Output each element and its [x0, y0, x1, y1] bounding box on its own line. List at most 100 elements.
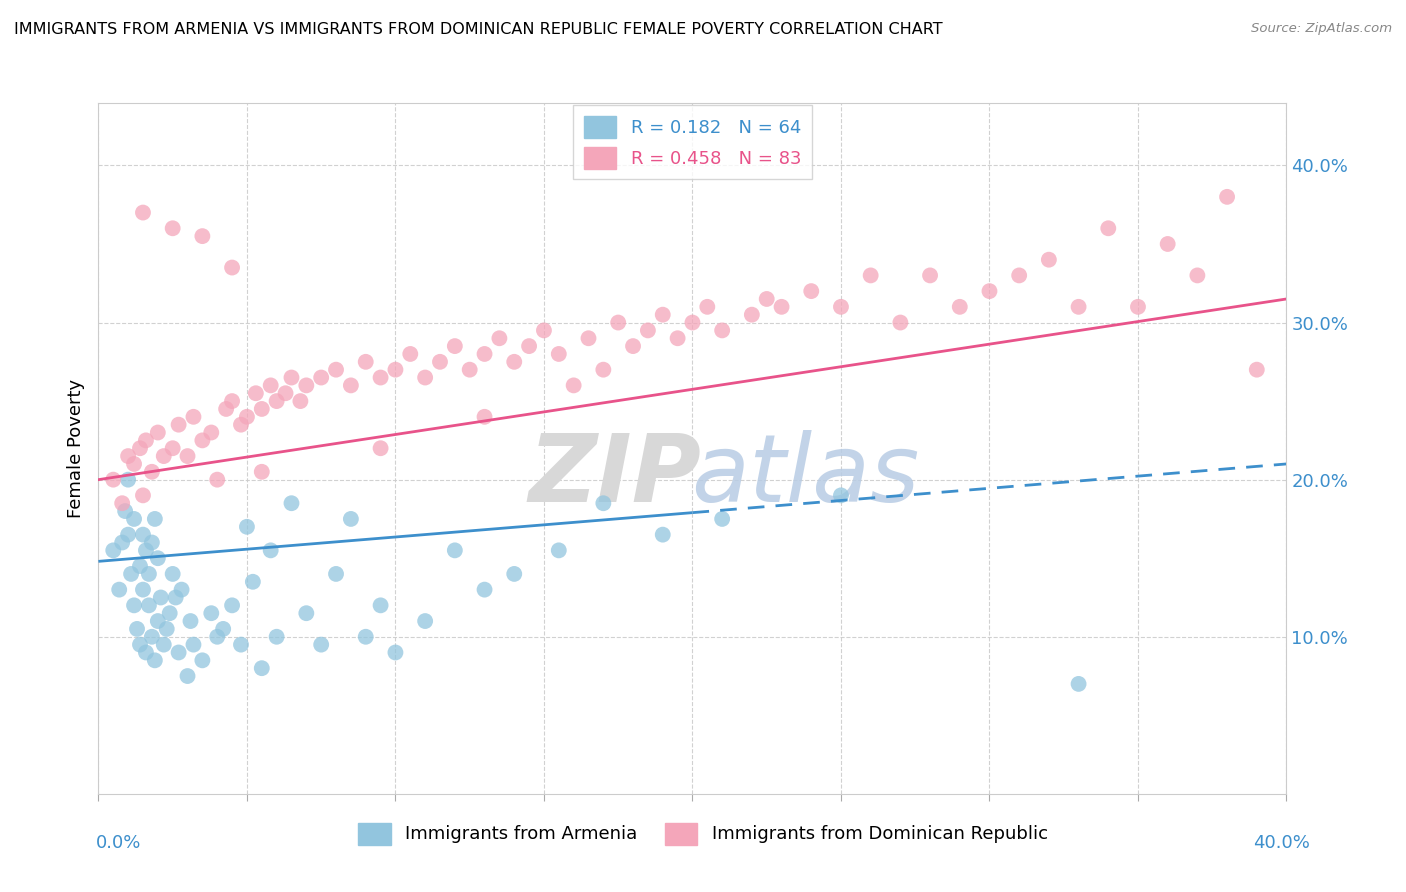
- Point: [236, 409, 259, 424]
- Point: [547, 543, 569, 558]
- Point: [474, 409, 496, 424]
- Point: [295, 378, 318, 392]
- Point: [162, 566, 184, 581]
- Point: [830, 300, 852, 314]
- Point: [474, 582, 496, 597]
- Point: [135, 645, 157, 659]
- Point: [183, 638, 205, 652]
- Point: [800, 284, 823, 298]
- Point: [221, 260, 243, 275]
- Point: [1067, 300, 1090, 314]
- Point: [711, 512, 734, 526]
- Point: [229, 417, 252, 432]
- Point: [1008, 268, 1031, 283]
- Point: [547, 347, 569, 361]
- Point: [859, 268, 882, 283]
- Point: [295, 606, 318, 620]
- Point: [1246, 362, 1268, 376]
- Legend: Immigrants from Armenia, Immigrants from Dominican Republic: Immigrants from Armenia, Immigrants from…: [352, 815, 1054, 852]
- Point: [309, 370, 332, 384]
- Point: [167, 645, 190, 659]
- Point: [280, 496, 302, 510]
- Point: [607, 316, 630, 330]
- Point: [111, 535, 134, 549]
- Point: [183, 409, 205, 424]
- Point: [1187, 268, 1209, 283]
- Point: [143, 512, 166, 526]
- Point: [637, 323, 659, 337]
- Point: [146, 425, 169, 440]
- Point: [117, 449, 139, 463]
- Point: [578, 331, 600, 345]
- Point: [176, 669, 198, 683]
- Point: [290, 394, 312, 409]
- Point: [143, 653, 166, 667]
- Text: ZIP: ZIP: [529, 430, 702, 522]
- Point: [413, 370, 436, 384]
- Point: [443, 543, 465, 558]
- Point: [429, 355, 451, 369]
- Point: [229, 638, 252, 652]
- Point: [135, 434, 157, 448]
- Point: [129, 441, 152, 455]
- Point: [135, 543, 157, 558]
- Point: [1156, 237, 1178, 252]
- Point: [503, 355, 526, 369]
- Point: [949, 300, 972, 314]
- Point: [354, 355, 377, 369]
- Point: [156, 622, 179, 636]
- Point: [443, 339, 465, 353]
- Point: [200, 606, 222, 620]
- Point: [146, 551, 169, 566]
- Point: [562, 378, 585, 392]
- Point: [250, 465, 273, 479]
- Point: [122, 599, 145, 613]
- Legend: R = 0.182   N = 64, R = 0.458   N = 83: R = 0.182 N = 64, R = 0.458 N = 83: [572, 104, 813, 179]
- Point: [159, 606, 181, 620]
- Point: [170, 582, 193, 597]
- Point: [755, 292, 778, 306]
- Point: [889, 316, 911, 330]
- Point: [384, 362, 406, 376]
- Point: [488, 331, 510, 345]
- Text: IMMIGRANTS FROM ARMENIA VS IMMIGRANTS FROM DOMINICAN REPUBLIC FEMALE POVERTY COR: IMMIGRANTS FROM ARMENIA VS IMMIGRANTS FR…: [14, 22, 942, 37]
- Y-axis label: Female Poverty: Female Poverty: [66, 379, 84, 517]
- Point: [132, 582, 155, 597]
- Point: [979, 284, 1001, 298]
- Text: atlas: atlas: [692, 430, 920, 522]
- Point: [340, 512, 363, 526]
- Point: [191, 653, 214, 667]
- Point: [920, 268, 942, 283]
- Point: [162, 221, 184, 235]
- Point: [179, 614, 201, 628]
- Text: Source: ZipAtlas.com: Source: ZipAtlas.com: [1251, 22, 1392, 36]
- Point: [681, 316, 703, 330]
- Point: [666, 331, 689, 345]
- Point: [191, 229, 214, 244]
- Point: [517, 339, 540, 353]
- Point: [132, 488, 155, 502]
- Point: [533, 323, 555, 337]
- Point: [125, 622, 148, 636]
- Point: [111, 496, 134, 510]
- Point: [117, 473, 139, 487]
- Point: [141, 535, 163, 549]
- Point: [132, 527, 155, 541]
- Point: [458, 362, 481, 376]
- Point: [122, 512, 145, 526]
- Point: [236, 520, 259, 534]
- Point: [370, 599, 392, 613]
- Point: [129, 638, 152, 652]
- Text: 0.0%: 0.0%: [96, 834, 141, 852]
- Point: [325, 566, 347, 581]
- Point: [103, 543, 125, 558]
- Point: [146, 614, 169, 628]
- Point: [138, 566, 160, 581]
- Point: [592, 496, 614, 510]
- Point: [221, 394, 243, 409]
- Text: 40.0%: 40.0%: [1254, 834, 1310, 852]
- Point: [280, 370, 302, 384]
- Point: [1067, 677, 1090, 691]
- Point: [711, 323, 734, 337]
- Point: [1126, 300, 1149, 314]
